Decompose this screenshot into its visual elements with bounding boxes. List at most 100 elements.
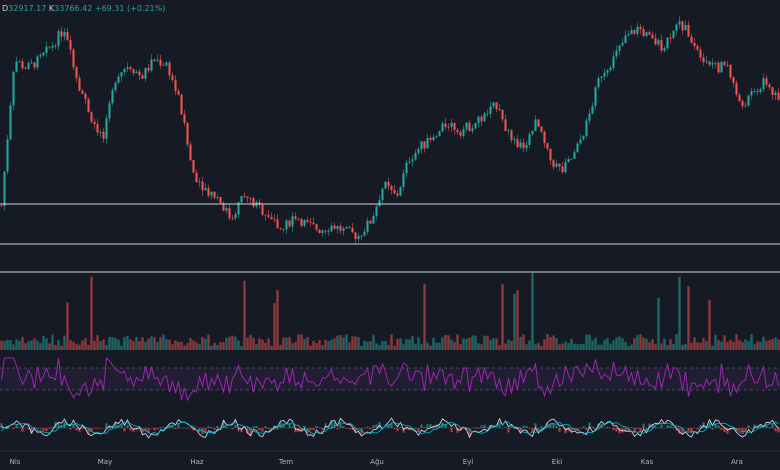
candle-body [309,221,312,223]
volume-bar [531,272,534,350]
volume-bar [759,342,762,350]
candle-body [354,232,357,240]
candle-body [123,68,126,73]
candle-body [675,24,678,31]
volume-bar [147,338,150,350]
volume-bar [765,340,768,350]
macd-histogram-bar [675,428,678,431]
macd-histogram-bar [372,425,375,428]
volume-bar [108,336,111,350]
candle-body [705,61,708,63]
volume-bar [621,338,624,350]
candle-body [42,52,45,56]
volume-bar [255,343,258,350]
candle-body [348,226,351,228]
candle-body [102,131,105,139]
candle-body [156,59,159,61]
horizontal-lines[interactable] [0,203,780,273]
candle-body [645,32,648,36]
volume-bar [360,345,363,350]
volume-bar [771,338,774,350]
candle-body [576,143,579,153]
macd-histogram-bar [444,423,447,428]
candle-body [141,75,144,79]
volume-bar [297,334,300,350]
candle-body [498,109,501,110]
macd-pane [0,417,780,439]
candle-body [573,152,576,159]
candle-body [246,196,249,198]
candle-body [0,205,3,207]
macd-histogram-bar [336,428,339,430]
volume-bar [228,336,231,350]
macd-histogram-bar [546,423,549,428]
candle-body [183,114,186,123]
x-tick-label: Tem [278,458,293,466]
candle-body [579,139,582,144]
macd-histogram-bar [534,423,537,428]
volume-bar [93,340,96,350]
macd-histogram-bar [159,427,162,428]
candle-body [672,30,675,39]
candle-body [447,126,450,128]
volume-bar [387,344,390,350]
candle-body [363,231,366,236]
macd-histogram-bar [630,427,633,428]
macd-histogram-bar [93,428,96,429]
volume-bar [624,341,627,350]
macd-histogram-bar [720,428,723,430]
candle-body [615,50,618,57]
volume-bar [660,343,663,350]
candle-body [291,216,294,227]
volume-bar [495,338,498,350]
macd-histogram-bar [210,426,213,428]
candle-body [27,63,30,69]
volume-bar [492,338,495,350]
macd-histogram-bar [246,428,249,434]
volume-bar [393,345,396,350]
macd-histogram-bar [621,428,624,433]
candle-body [684,24,687,31]
volume-bar [105,345,108,350]
candle-body [162,65,165,66]
volume-bar [87,345,90,350]
price-pane[interactable] [0,16,780,244]
candle-body [660,40,663,51]
candle-body [567,159,570,163]
volume-bar [432,337,435,350]
macd-histogram-bar [96,428,99,429]
candle-body [204,188,207,191]
candle-body [99,131,102,133]
candle-body [768,84,771,88]
candle-body [681,21,684,31]
volume-bar [471,335,474,350]
volume-bar [501,284,504,350]
candle-body [546,143,549,149]
volume-bar [708,299,711,350]
volume-bar [678,276,681,350]
macd-histogram-bar [324,423,327,428]
candle-body [720,61,723,73]
volume-bar [453,341,456,350]
volume-bar [357,337,360,350]
macd-histogram-bar [771,424,774,428]
macd-histogram-bar [333,422,336,428]
volume-bar [282,337,285,350]
candle-body [426,137,429,149]
volume-bar [564,341,567,350]
candle-body [522,142,525,149]
macd-histogram-bar [558,428,561,432]
volume-bar [462,338,465,350]
macd-histogram-bar [645,428,648,431]
macd-histogram-bar [297,428,300,433]
volume-bar [456,334,459,350]
candle-body [81,90,84,94]
candle-body [6,139,9,172]
candle-body [564,162,567,173]
macd-histogram-bar [162,427,165,428]
candle-body [636,26,639,34]
candle-body [36,56,39,68]
candle-body [66,32,69,41]
volume-bar [777,339,780,350]
